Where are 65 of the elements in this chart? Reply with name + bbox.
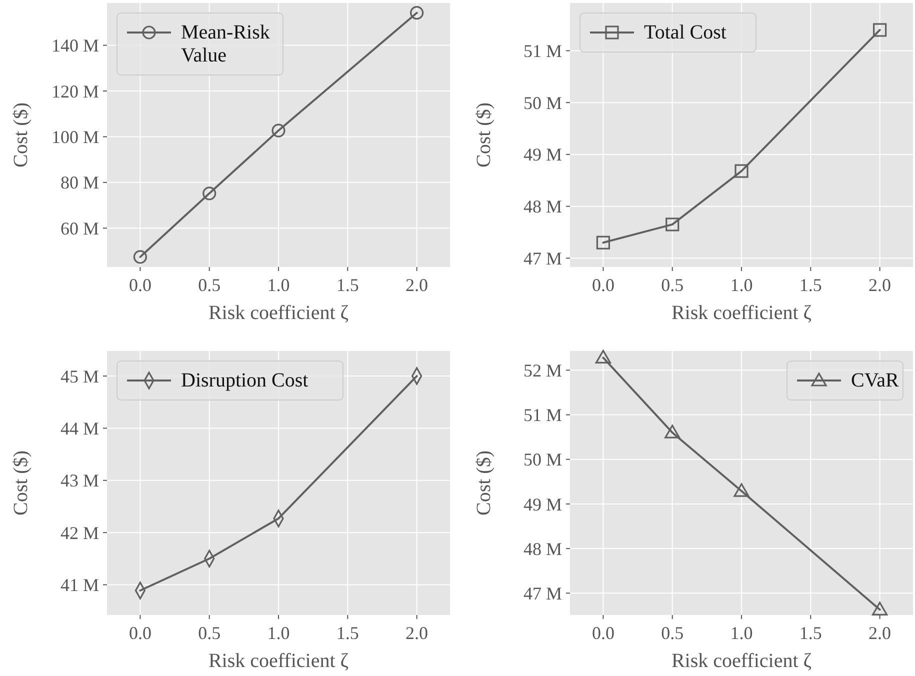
- legend-label: Disruption Cost: [181, 369, 309, 392]
- y-tick-label: 51 M: [523, 41, 562, 62]
- point: [272, 124, 286, 138]
- x-tick-label: 1.0: [730, 623, 753, 643]
- x-axis-title: Risk coefficient ζ: [671, 650, 812, 672]
- y-tick-label: 42 M: [60, 522, 99, 543]
- x-axis-title: Risk coefficient ζ: [208, 650, 349, 672]
- x-tick-label: 0.5: [661, 623, 684, 643]
- x-axis-title: Risk coefficient ζ: [208, 302, 349, 324]
- point: [133, 250, 147, 264]
- legend-label: Total Cost: [644, 21, 727, 44]
- y-tick-label: 41 M: [60, 575, 99, 596]
- x-tick-label: 0.5: [661, 275, 684, 295]
- x-tick-label: 2.0: [406, 623, 428, 643]
- legend-label: Mean-Risk Value: [181, 21, 270, 66]
- x-axis-title: Risk coefficient ζ: [671, 302, 812, 324]
- x-tick-label: 0.5: [198, 623, 221, 643]
- x-tick-label: 0.5: [198, 275, 221, 295]
- point: [734, 164, 748, 178]
- x-tick-label: 0.0: [128, 275, 152, 295]
- point: [410, 6, 424, 20]
- y-tick-label: 44 M: [60, 418, 99, 439]
- point: [202, 186, 216, 200]
- y-tick-label: 48 M: [523, 538, 562, 559]
- x-tick-label: 1.5: [799, 623, 822, 643]
- y-tick-label: 51 M: [523, 405, 562, 426]
- y-tick-label: 60 M: [60, 218, 99, 238]
- x-tick-label: 1.5: [336, 275, 359, 295]
- y-tick-label: 47 M: [523, 248, 562, 268]
- y-tick-label: 50 M: [523, 450, 562, 470]
- point: [664, 424, 680, 438]
- x-tick-label: 1.5: [336, 623, 359, 643]
- y-tick-label: 48 M: [523, 196, 562, 217]
- x-tick-label: 0.0: [592, 275, 614, 295]
- x-tick-label: 1.5: [799, 275, 822, 295]
- y-tick-label: 45 M: [60, 366, 99, 386]
- x-tick-label: 0.0: [592, 623, 614, 643]
- point: [734, 483, 750, 497]
- y-axis-title: Cost ($): [10, 450, 32, 516]
- point: [595, 350, 611, 364]
- y-tick-label: 50 M: [523, 92, 562, 113]
- y-tick-label: 47 M: [523, 583, 562, 604]
- y-tick-label: 80 M: [60, 172, 99, 193]
- y-tick-label: 52 M: [523, 360, 562, 380]
- point: [873, 23, 887, 37]
- y-tick-label: 43 M: [60, 470, 99, 491]
- y-axis-title: Cost ($): [473, 102, 495, 168]
- x-tick-label: 2.0: [406, 275, 428, 295]
- y-axis-title: Cost ($): [473, 450, 495, 516]
- x-tick-label: 2.0: [868, 623, 892, 643]
- point: [596, 236, 610, 250]
- x-tick-label: 1.0: [730, 275, 753, 295]
- y-tick-label: 100 M: [51, 127, 99, 148]
- y-tick-label: 49 M: [523, 144, 562, 165]
- x-tick-label: 1.0: [267, 623, 290, 643]
- y-axis-title: Cost ($): [10, 102, 32, 168]
- legend-label: CVaR: [851, 369, 900, 392]
- x-tick-label: 2.0: [868, 275, 892, 295]
- x-tick-label: 1.0: [267, 275, 290, 295]
- y-tick-label: 140 M: [51, 36, 99, 56]
- x-tick-label: 0.0: [128, 623, 152, 643]
- point: [666, 218, 680, 232]
- y-tick-label: 49 M: [523, 494, 562, 514]
- point: [872, 602, 888, 616]
- y-tick-label: 120 M: [51, 81, 99, 102]
